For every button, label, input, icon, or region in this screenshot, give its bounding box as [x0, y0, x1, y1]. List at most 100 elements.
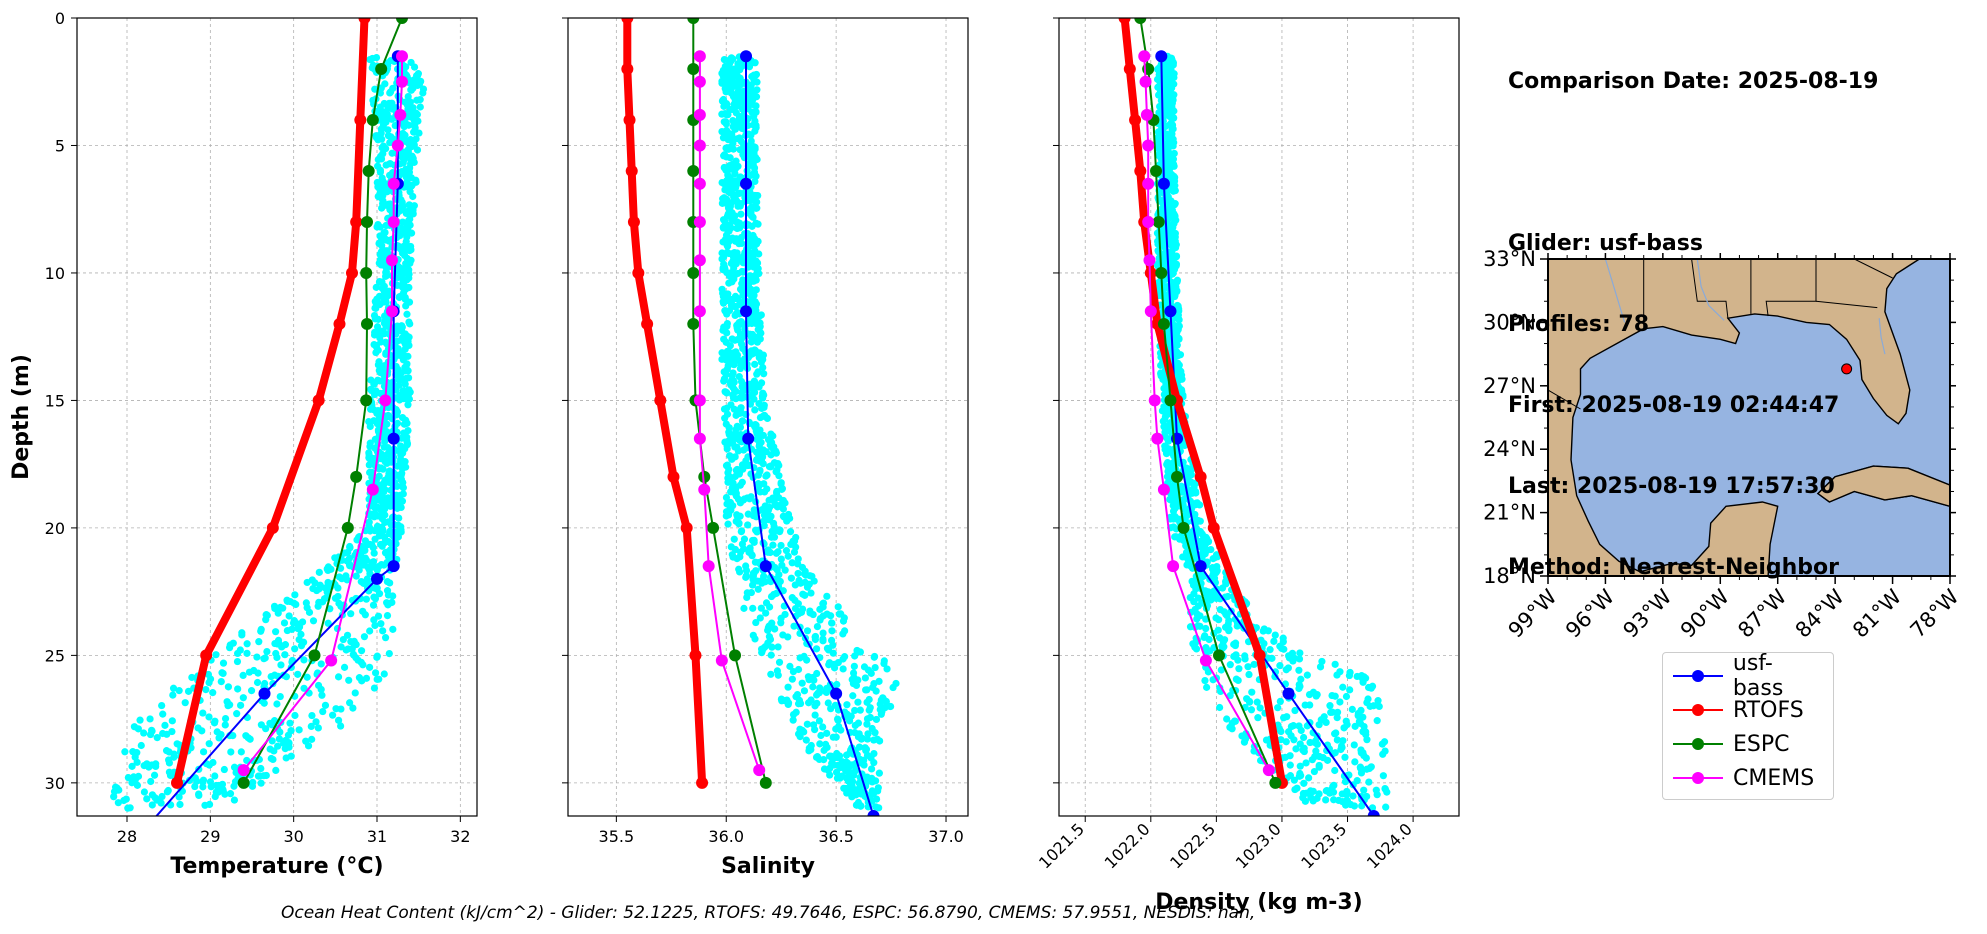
- glider-scatter-point: [788, 594, 796, 602]
- glider-scatter-point: [1262, 736, 1271, 744]
- glider-scatter-point: [415, 129, 423, 137]
- glider-scatter-point: [760, 517, 768, 525]
- glider-scatter-point: [866, 713, 874, 722]
- glider-scatter-point: [1351, 722, 1359, 730]
- glider-scatter-point: [205, 740, 213, 748]
- glider-scatter-point: [199, 748, 208, 756]
- glider-scatter-point: [733, 443, 741, 451]
- glider-scatter-point: [777, 541, 785, 550]
- series-point-espc: [237, 776, 250, 789]
- series-point-cmems: [396, 75, 408, 88]
- lat-tick-label: 24°N: [1483, 437, 1536, 461]
- glider-scatter-point: [386, 579, 394, 587]
- glider-scatter-point: [401, 63, 409, 71]
- glider-scatter-point: [1153, 75, 1162, 83]
- series-point-usf-bass: [1194, 560, 1207, 573]
- series-point-usf-bass: [830, 687, 843, 700]
- glider-scatter-point: [1171, 292, 1179, 301]
- glider-scatter-point: [748, 552, 756, 560]
- glider-scatter-point: [1305, 774, 1313, 782]
- glider-scatter-point: [220, 765, 228, 774]
- glider-scatter-point: [385, 114, 394, 122]
- glider-scatter-point: [379, 526, 387, 534]
- glider-scatter-point: [746, 495, 754, 503]
- glider-scatter-point: [1225, 625, 1233, 633]
- state-border: [1854, 259, 1893, 279]
- glider-scatter-point: [314, 724, 322, 732]
- series-point-espc: [687, 317, 700, 330]
- glider-scatter-point: [255, 638, 263, 646]
- glider-scatter-point: [281, 651, 289, 659]
- glider-scatter-point: [280, 619, 289, 627]
- glider-scatter-point: [732, 310, 741, 318]
- glider-scatter-point: [1163, 404, 1171, 412]
- glider-scatter-point: [723, 329, 731, 337]
- glider-scatter-point: [1335, 796, 1343, 804]
- glider-scatter-point: [199, 778, 207, 786]
- glider-scatter-point: [351, 689, 359, 697]
- glider-scatter-point: [212, 788, 220, 796]
- glider-scatter-point: [209, 689, 217, 697]
- glider-scatter-point: [765, 633, 774, 641]
- glider-scatter-point: [1270, 637, 1278, 645]
- glider-scatter-point: [724, 136, 732, 144]
- glider-scatter-point: [1164, 459, 1172, 467]
- glider-scatter-point: [185, 776, 194, 785]
- glider-scatter-point: [725, 430, 733, 439]
- series-point-rtofs: [171, 776, 183, 789]
- glider-scatter-point: [774, 643, 782, 651]
- glider-scatter-point: [1359, 713, 1367, 721]
- glider-scatter-point: [889, 683, 897, 692]
- glider-scatter-point: [809, 683, 817, 691]
- glider-scatter-point: [737, 137, 746, 146]
- glider-scatter-point: [1254, 714, 1262, 722]
- series-point-rtofs: [350, 215, 363, 228]
- glider-scatter-point: [1280, 645, 1288, 653]
- glider-scatter-point: [755, 433, 763, 441]
- glider-scatter-point: [371, 535, 379, 543]
- glider-scatter-point: [861, 674, 869, 682]
- x-tick-label: 1023.0: [1232, 819, 1285, 872]
- series-line-espc: [1139, 18, 1277, 784]
- glider-scatter-point: [1182, 548, 1191, 556]
- glider-scatter-point: [273, 640, 281, 648]
- glider-scatter-point: [398, 413, 407, 422]
- y-tick-label: 30: [45, 774, 65, 793]
- glider-scatter-point: [272, 628, 280, 636]
- series-point-cmems: [387, 177, 400, 190]
- glider-scatter-point: [797, 579, 805, 587]
- glider-scatter-point: [817, 731, 825, 740]
- glider-scatter-point: [729, 394, 738, 402]
- glider-scatter-point: [195, 790, 203, 798]
- glider-scatter-point: [722, 493, 731, 502]
- glider-scatter-point: [752, 421, 760, 429]
- glider-scatter-point: [246, 735, 254, 743]
- glider-scatter-point: [800, 687, 809, 695]
- glider-scatter-point: [387, 456, 395, 464]
- glider-scatter-point: [767, 670, 775, 678]
- glider-scatter-point: [1276, 697, 1284, 705]
- glider-scatter-point: [315, 568, 323, 576]
- glider-scatter-point: [253, 678, 262, 687]
- glider-scatter-point: [370, 549, 378, 557]
- glider-scatter-point: [371, 669, 380, 677]
- glider-scatter-point: [755, 482, 763, 490]
- glider-scatter-point: [786, 514, 794, 522]
- series-point-rtofs: [346, 266, 358, 279]
- map-frame: [1547, 258, 1951, 577]
- glider-scatter-point: [370, 379, 379, 388]
- series-point-cmems: [693, 75, 706, 88]
- glider-scatter-point: [140, 788, 149, 796]
- glider-scatter-point: [397, 459, 405, 467]
- glider-scatter-point: [1172, 498, 1180, 506]
- glider-scatter-point: [283, 626, 291, 635]
- glider-scatter-point: [746, 330, 754, 338]
- glider-scatter-point: [811, 726, 819, 734]
- glider-scatter-point: [739, 417, 747, 425]
- glider-scatter-point: [131, 753, 139, 761]
- glider-scatter-point: [863, 735, 872, 743]
- glider-scatter-point: [770, 533, 779, 541]
- glider-scatter-point: [786, 528, 795, 536]
- glider-scatter-point: [381, 228, 389, 237]
- glider-scatter-point: [405, 283, 413, 292]
